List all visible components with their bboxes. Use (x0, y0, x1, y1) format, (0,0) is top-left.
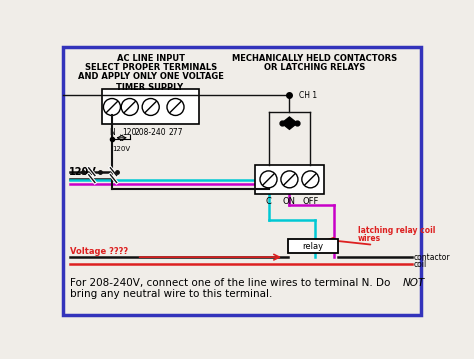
Text: MECHANICALLY HELD CONTACTORS: MECHANICALLY HELD CONTACTORS (232, 54, 398, 63)
Text: For 208-240V, connect one of the line wires to terminal N. Do: For 208-240V, connect one of the line wi… (70, 278, 391, 288)
Circle shape (103, 98, 120, 116)
Text: L: L (269, 179, 274, 188)
Text: bring any neutral wire to this terminal.: bring any neutral wire to this terminal. (70, 289, 273, 299)
Circle shape (260, 171, 277, 188)
Text: NOT: NOT (402, 278, 425, 288)
Text: AC LINE INPUT: AC LINE INPUT (117, 54, 185, 63)
Text: 120: 120 (123, 128, 137, 137)
Text: 120V: 120V (112, 146, 130, 152)
Text: latching relay coil: latching relay coil (357, 226, 435, 236)
Bar (288, 239, 338, 253)
Text: contactor: contactor (413, 253, 450, 262)
Circle shape (167, 98, 184, 116)
Polygon shape (282, 117, 297, 129)
Text: OFF: OFF (302, 197, 319, 206)
Text: CH 1: CH 1 (299, 91, 317, 100)
Text: SELECT PROPER TERMINALS: SELECT PROPER TERMINALS (85, 63, 217, 72)
Bar (255, 165, 324, 194)
Text: 277: 277 (168, 128, 183, 137)
Text: wires: wires (357, 234, 381, 243)
Circle shape (281, 171, 298, 188)
Text: AND APPLY ONLY ONE VOLTAGE: AND APPLY ONLY ONE VOLTAGE (78, 73, 224, 81)
Text: Voltage ????: Voltage ???? (70, 247, 128, 256)
Text: C: C (265, 197, 272, 206)
Circle shape (302, 171, 319, 188)
Circle shape (142, 98, 159, 116)
Circle shape (121, 98, 138, 116)
Text: ON: ON (283, 197, 296, 206)
Text: 120V: 120V (69, 167, 96, 177)
Text: relay: relay (302, 242, 324, 251)
Bar (102, 89, 199, 124)
Text: OR LATCHING RELAYS: OR LATCHING RELAYS (264, 63, 365, 72)
Text: coil: coil (413, 260, 427, 269)
Text: 208-240: 208-240 (135, 128, 166, 137)
Text: TIMER SUPPLY: TIMER SUPPLY (116, 83, 183, 92)
Text: N: N (109, 128, 115, 137)
